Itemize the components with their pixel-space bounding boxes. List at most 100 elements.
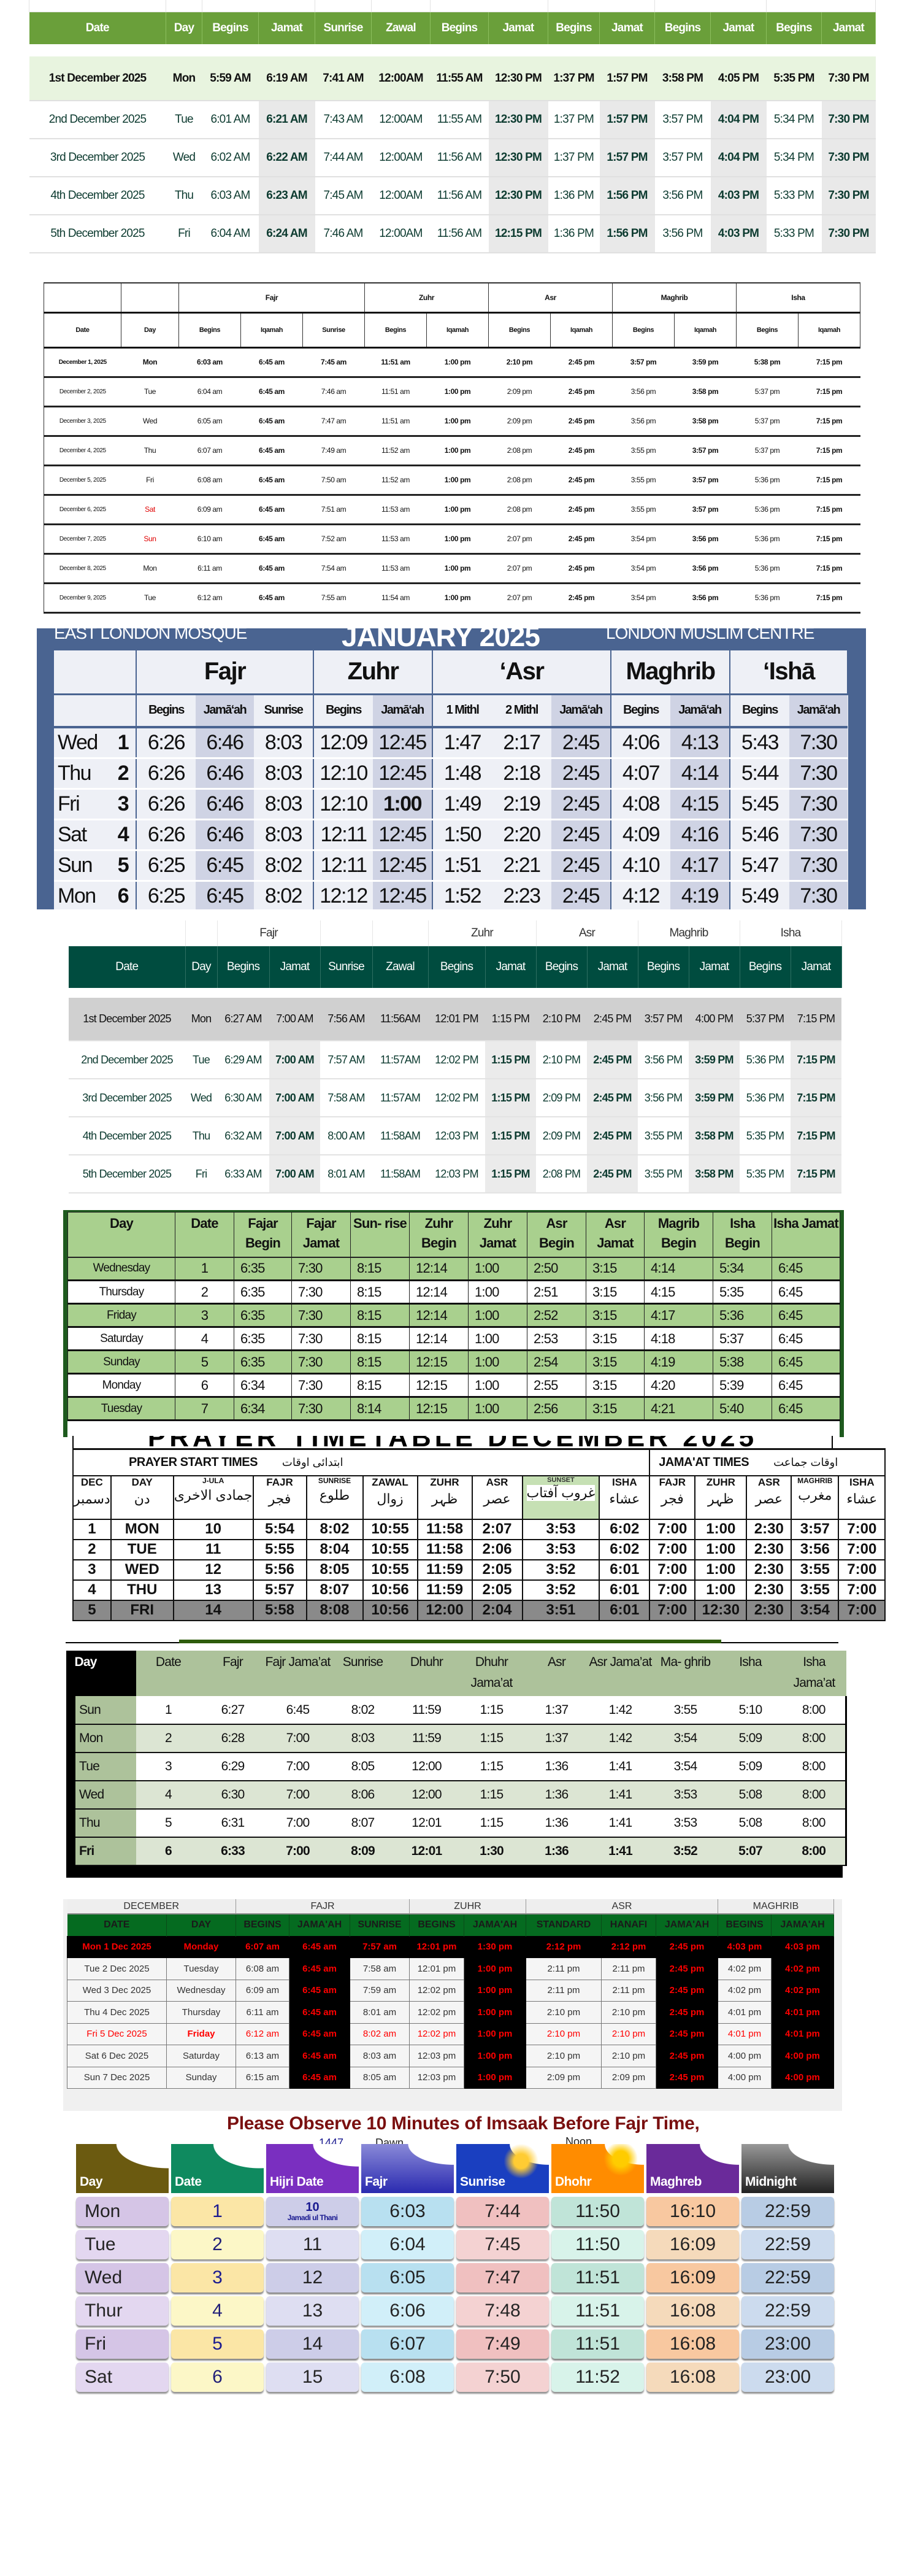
cell-fajr: 6:27 xyxy=(201,1696,265,1725)
cell-date: 3 xyxy=(171,2263,264,2293)
group-header-isha: Isha xyxy=(740,920,842,946)
cell-date: 4 xyxy=(171,2296,264,2326)
cell-isha-jamat: 6:45 xyxy=(772,1397,840,1421)
cell-zuhr-jamat: 1:00 xyxy=(468,1397,527,1421)
column-header-j-ula: J-ULA جمادی الاخری xyxy=(172,1475,254,1520)
cell-fajr: 6:07 xyxy=(361,2329,454,2359)
timetable-8: DECEMBER FAJR ZUHR ASR MAGHRIB DATE DAY BEGINS J… xyxy=(67,1899,834,2089)
column-header-begins: Begins xyxy=(740,946,791,993)
cell-begins: 3:57 pm xyxy=(612,347,675,378)
cell-date: 6 xyxy=(171,2362,264,2392)
cell-sun-rise: 8:15 xyxy=(350,1303,410,1328)
timetable-7: Day Date Fajr Fajr Jama’at Sunrise Dhuhr Dhuhr… xyxy=(66,1651,847,1866)
cell-isha: 7:00 xyxy=(838,1538,886,1560)
cell-blank: 4 xyxy=(110,819,137,851)
cell-begins: 5:43 xyxy=(730,727,789,759)
cell-ma-ghrib: 3:55 xyxy=(652,1696,719,1725)
label-sub: فجر xyxy=(661,1490,684,1506)
cell-midnight: 22:59 xyxy=(741,2230,834,2259)
cell-maghreb: 16:10 xyxy=(646,2197,739,2226)
cell-begins: 1:37 PM xyxy=(548,101,600,139)
cell-jamat: 7:30 PM xyxy=(821,101,876,139)
cell-iqamah: 7:15 pm xyxy=(798,524,860,555)
column-header-day: Day xyxy=(121,312,179,349)
cell-day: Tue xyxy=(121,583,179,614)
label-main: ISHA xyxy=(849,1476,875,1488)
group-header-maghrib: Maghrib xyxy=(638,920,740,946)
cell-begins: 4:12 xyxy=(611,881,670,909)
cell-zuhr: 11:59 xyxy=(416,1579,473,1601)
cell-jam-ah: 12:45 xyxy=(373,819,433,851)
cell-begins: 12:10 xyxy=(313,758,373,790)
table-row: December 1, 2025 Mon 6:03 am 6:45 am 7:45 am… xyxy=(44,347,860,378)
cell-jamat: 4:04 PM xyxy=(710,101,767,139)
cell-hanafi: 2:11 pm xyxy=(601,1979,656,2002)
column-header-zuhr-jamat: Zuhr Jamat xyxy=(468,1212,527,1258)
cell-isha: 6:01 xyxy=(599,1579,651,1601)
cell-jama-ah: 4:02 pm xyxy=(771,1957,834,1980)
cell-blank: Sun xyxy=(54,850,110,882)
cell-fajr: 5:57 xyxy=(252,1579,307,1601)
cell-2-mithl: 2:17 xyxy=(492,727,551,759)
cell-iqamah: 2:45 pm xyxy=(550,377,613,407)
cell-begins: 2:09 PM xyxy=(536,1117,587,1155)
cell-hanafi: 2:10 pm xyxy=(601,2045,656,2067)
cell-isha: 5:10 xyxy=(718,1696,783,1725)
cell-day: Friday xyxy=(166,2023,236,2045)
cell-begins: 6:26 xyxy=(136,758,196,790)
column-header-maghrib: MAGHRIB مغرب xyxy=(791,1475,840,1520)
cell-dhuhr: 12:00 xyxy=(394,1753,459,1781)
column-header-day: Day xyxy=(185,946,218,993)
column-header-row: Date Day Begins Jamat Sunrise Zawal Begins Jama… xyxy=(29,12,876,50)
cell-asr-jama-at: 1:41 xyxy=(588,1837,653,1866)
column-header-isha: ISHA عشاء xyxy=(838,1475,886,1520)
cell-sunrise: 8:09 xyxy=(331,1837,395,1866)
cell-jama-ah: 6:45 am xyxy=(289,1957,350,1980)
column-header-jama-ah: JAMA'AH xyxy=(464,1914,526,1936)
cell-asr: 2:30 xyxy=(746,1518,792,1540)
cell-hijri-date: 15 xyxy=(266,2362,359,2392)
cell-jamat: 7:30 PM xyxy=(821,215,876,253)
timetable-2: Fajr Zuhr Asr Maghrib Isha Date Day Begins Iqama… xyxy=(44,282,860,614)
column-header-dhuhr: Dhuhr xyxy=(394,1651,459,1696)
group-header-zuhr: Zuhr xyxy=(428,920,537,946)
cell-jama-ah: 4:01 pm xyxy=(771,2023,834,2045)
cell-begins: 2:08 pm xyxy=(488,465,551,496)
column-header-sunrise: Sunrise xyxy=(302,312,365,349)
cell-begins: 6:25 xyxy=(136,881,196,909)
cell-begins: 4:01 pm xyxy=(718,2023,772,2045)
column-header-isha: ISHA عشاء xyxy=(599,1475,651,1520)
cell-maghrib: 3:55 xyxy=(791,1579,840,1601)
label-main: FAJR xyxy=(266,1476,293,1488)
column-header-jamat: Jamat xyxy=(599,12,655,50)
table-row: Saturday 4 6:35 7:30 8:15 12:14 1:00 2:53 3:15 4:… xyxy=(67,1327,840,1351)
label-main: ISHA xyxy=(611,1476,637,1488)
column-header-magrib-begin: Magrib Begin xyxy=(644,1212,713,1258)
cell-sunrise: 8:05 xyxy=(305,1559,364,1581)
cell-blank: 1 xyxy=(110,727,137,759)
cell-jama-ah: 2:45 pm xyxy=(656,1979,718,2002)
cell-zuhr: 11:58 xyxy=(416,1538,473,1560)
cell-asr: 2:06 xyxy=(471,1538,523,1560)
cell-fajr: 7:00 xyxy=(649,1538,696,1560)
cell-blank: 2 xyxy=(110,758,137,790)
cell-begins: 4:08 xyxy=(611,789,670,820)
column-header-1-mithl: 1 Mithl xyxy=(432,694,492,728)
cell-ma-ghrib: 3:52 xyxy=(652,1837,719,1866)
cell-fajr-jama-at: 7:00 xyxy=(264,1809,331,1838)
cell-j-ula: 10 xyxy=(172,1518,254,1540)
cell-begins: 6:04 am xyxy=(178,377,241,407)
cell-dec: 5 xyxy=(72,1599,112,1621)
cell-jamat: 7:00 AM xyxy=(269,1079,320,1117)
cell-isha-jamat: 6:45 xyxy=(772,1350,840,1375)
cell-ma-ghrib: 3:54 xyxy=(652,1753,719,1781)
cell-jamat: 1:15 PM xyxy=(485,1155,536,1194)
cell-sunrise: 7:47 am xyxy=(302,406,365,437)
cell-jama-ah: 1:30 pm xyxy=(464,1935,526,1958)
imsaak-notice: Please Observe 10 Minutes of Imsaak Befo… xyxy=(227,2113,700,2134)
cell-iqamah: 3:57 pm xyxy=(674,465,737,496)
cell-zawal: 12:00AM xyxy=(371,139,431,177)
label-main: ASR xyxy=(486,1476,508,1488)
group-header-asr: Asr xyxy=(488,282,613,314)
timetable-6: PRAYER START TIMES ابتدائی اوقات JAMA'AT T… xyxy=(72,1448,886,1621)
